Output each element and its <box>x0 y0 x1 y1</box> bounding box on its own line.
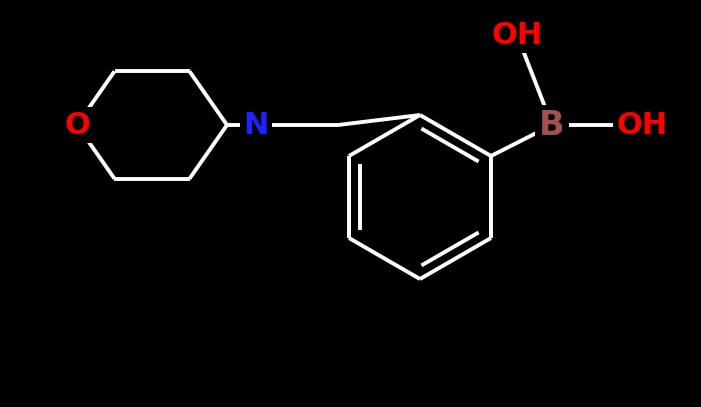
Text: O: O <box>64 110 90 140</box>
Text: B: B <box>539 109 565 142</box>
Text: OH: OH <box>616 110 667 140</box>
Text: OH: OH <box>491 20 543 50</box>
Text: N: N <box>243 110 268 140</box>
